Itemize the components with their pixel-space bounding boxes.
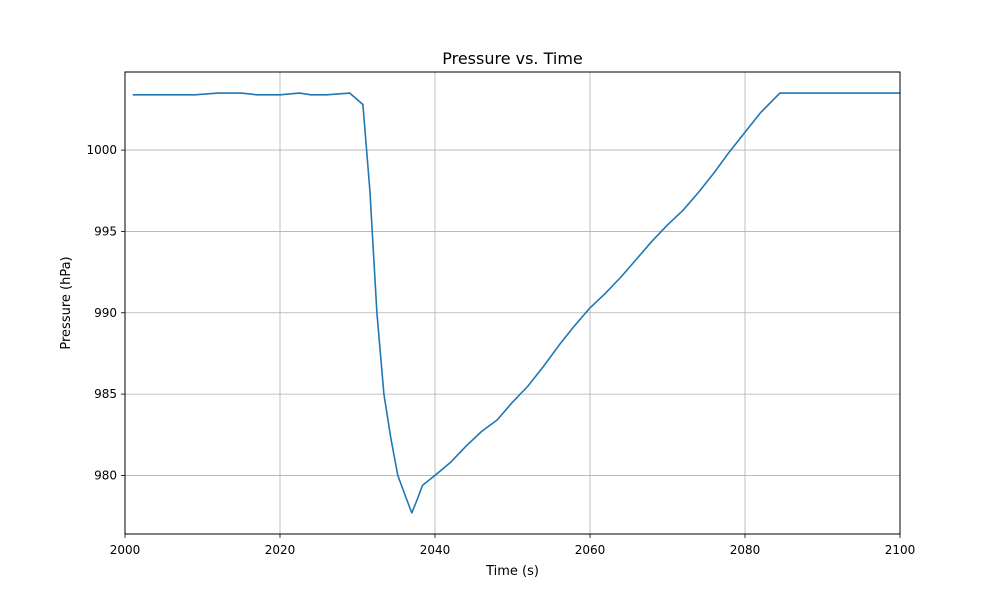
y-axis-label: Pressure (hPa) [59,256,74,349]
y-tick-label: 985 [94,387,117,401]
x-tick-label: 2080 [730,543,761,557]
y-tick-label: 1000 [86,143,117,157]
x-tick-label: 2060 [575,543,606,557]
x-tick-label: 2020 [265,543,296,557]
x-axis-label: Time (s) [485,564,539,579]
plot-area [125,72,900,534]
y-tick-label: 995 [94,224,117,238]
axis-ticks: 2000 2020 2040 2060 2080 2100 980 985 990 995 1000 [86,143,915,557]
x-tick-label: 2040 [420,543,451,557]
series-group [132,92,900,514]
y-tick-label: 980 [94,468,117,482]
plot-frame [124,71,901,535]
grid-lines [124,72,901,534]
chart-title: Pressure vs. Time [442,49,583,68]
x-tick-label: 2100 [885,543,916,557]
y-tick-label: 990 [94,306,117,320]
pressure-series-line [132,92,900,514]
x-tick-label: 2000 [110,543,141,557]
